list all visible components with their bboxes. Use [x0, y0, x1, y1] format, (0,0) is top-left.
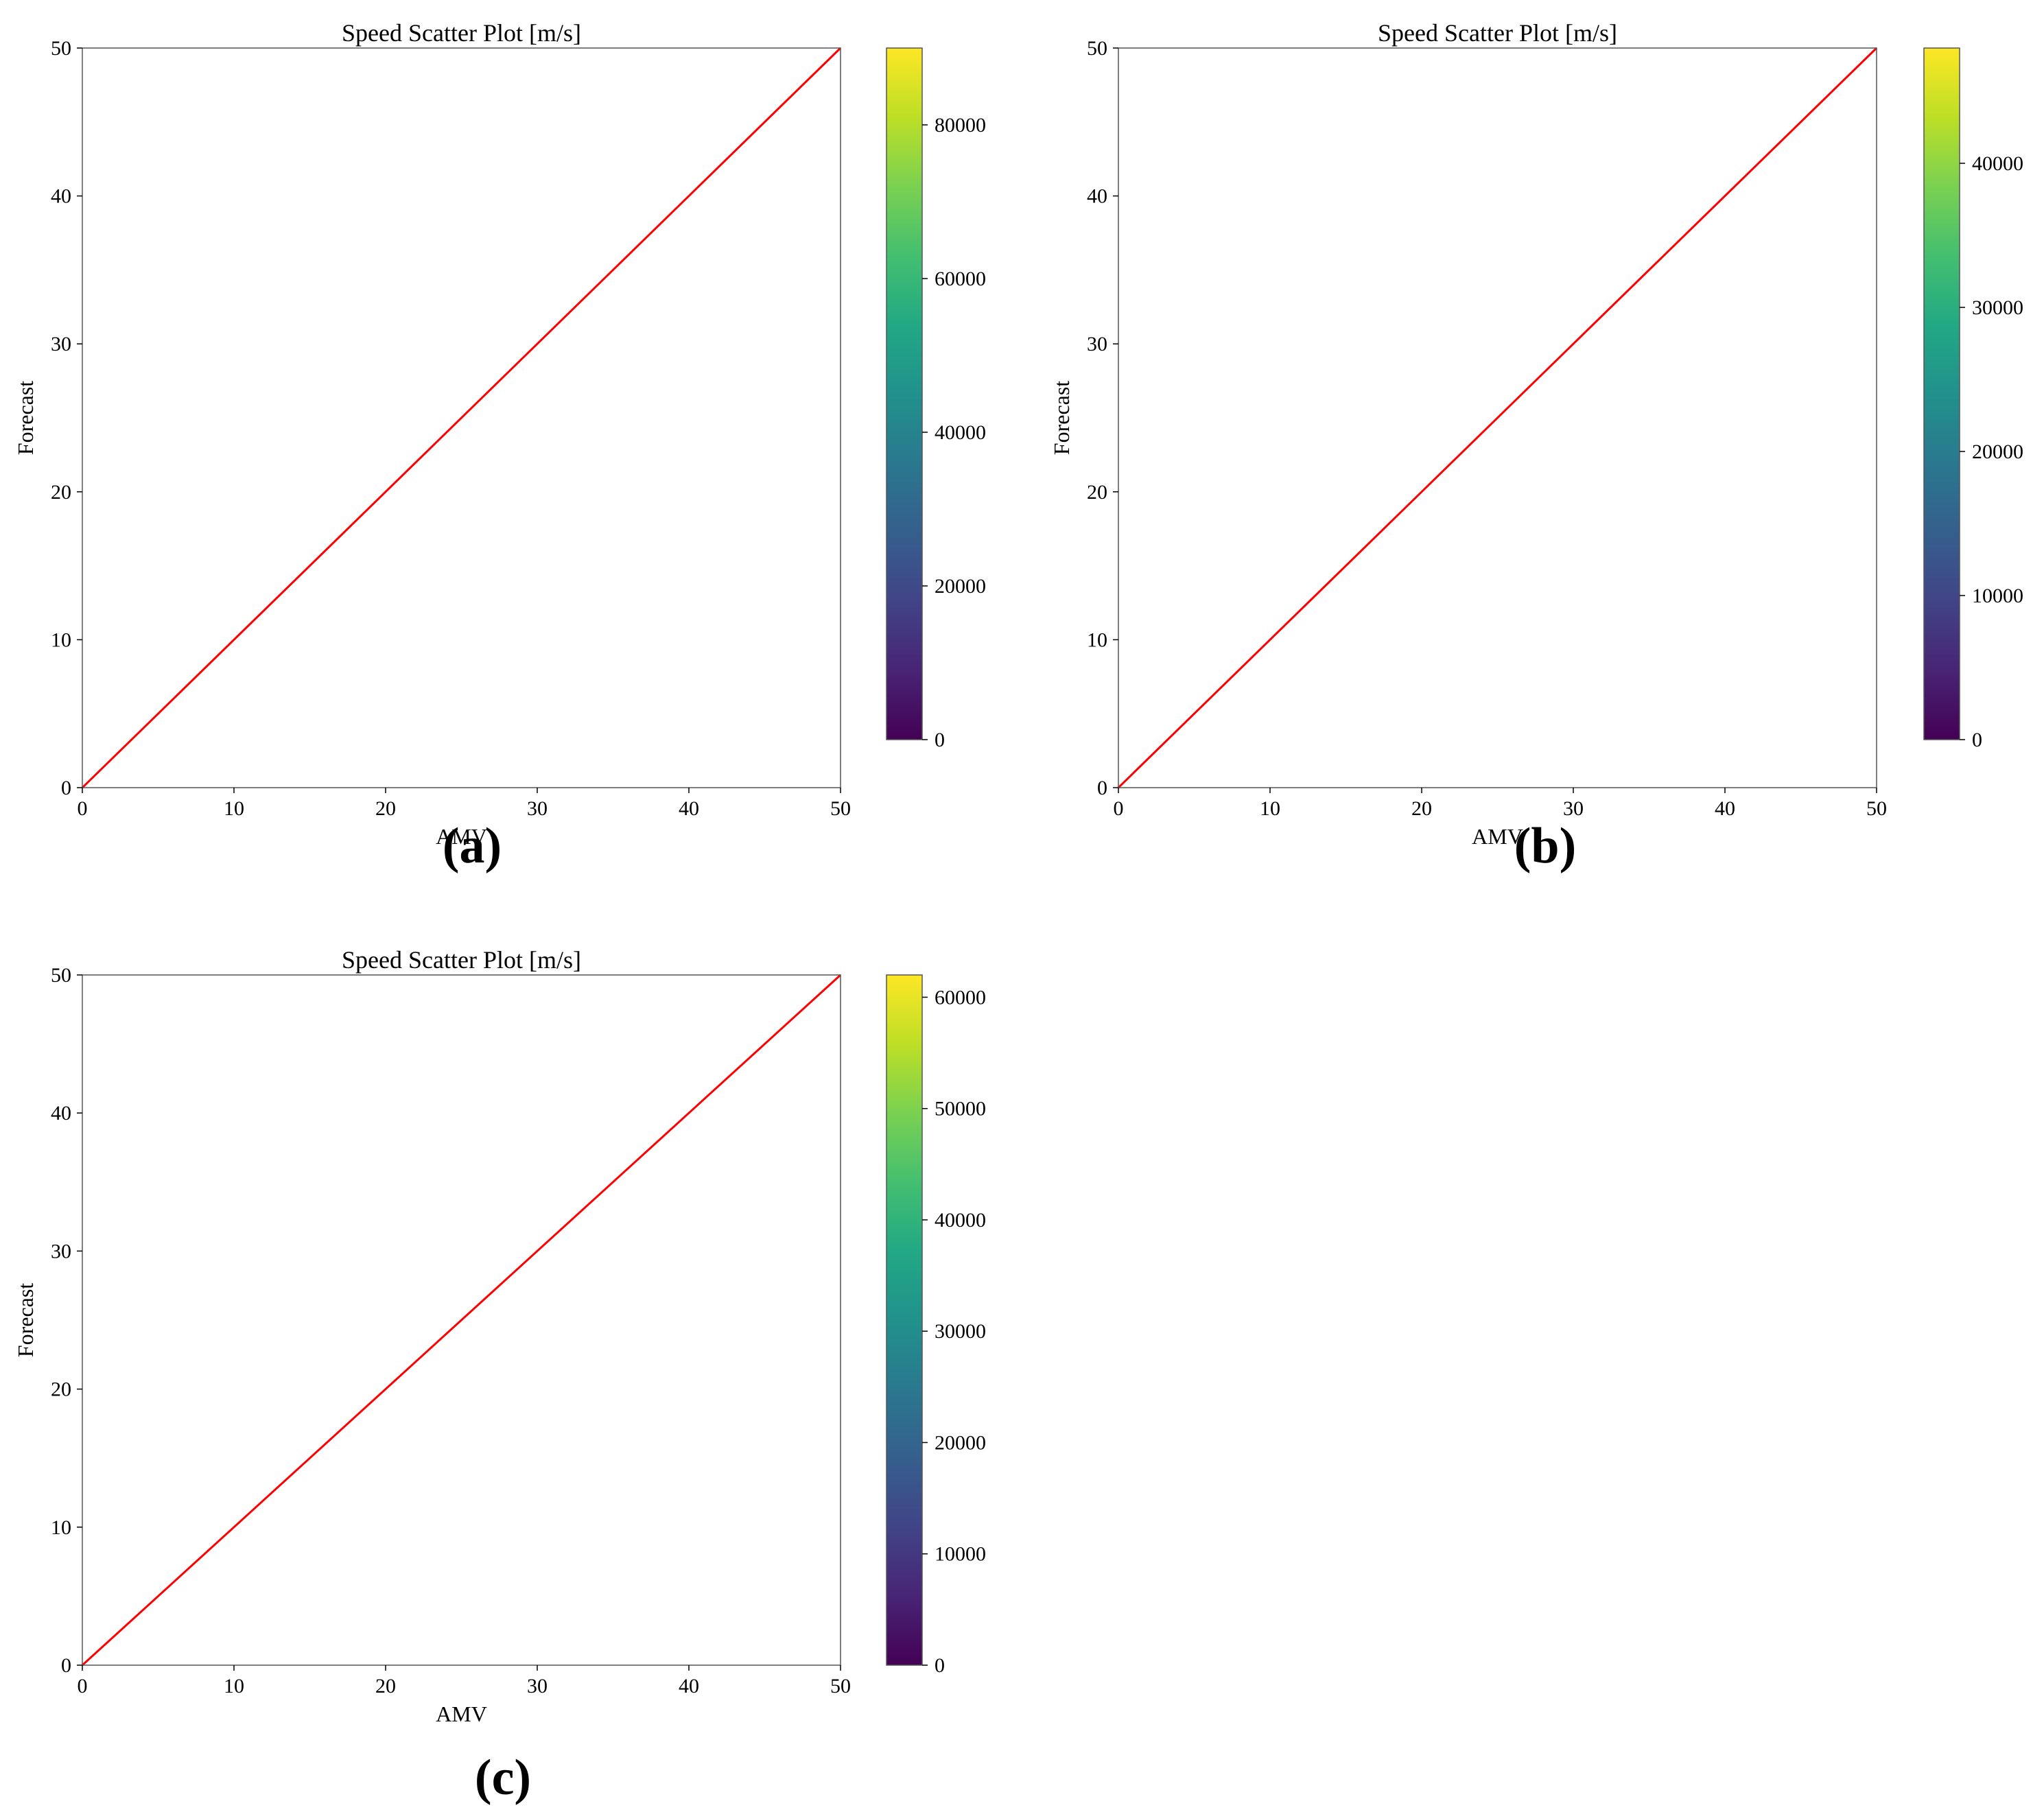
x-tick-label: 20	[375, 1675, 396, 1697]
x-tick-label: 20	[1411, 797, 1432, 820]
y-tick-label: 20	[51, 1378, 71, 1401]
y-tick-label: 10	[1087, 628, 1107, 651]
panel-label-b: (b)	[1514, 818, 1576, 874]
colorbar-tick-label: 0	[935, 1654, 945, 1677]
y-tick-label: 40	[1087, 185, 1107, 208]
colorbar-tick-label: 60000	[935, 986, 986, 1009]
y-tick-label: 50	[51, 964, 71, 987]
reference-line	[81, 47, 842, 789]
y-tick-label: 50	[1087, 37, 1107, 60]
chart-title: Speed Scatter Plot [m/s]	[1378, 19, 1617, 47]
x-tick-label: 50	[1866, 797, 1887, 820]
x-axis-label: AMV	[436, 824, 487, 849]
colorbar	[886, 974, 923, 1666]
colorbar	[1923, 47, 1960, 740]
colorbar-tick-label: 60000	[935, 268, 986, 290]
x-tick-label: 40	[1715, 797, 1735, 820]
x-tick-label: 30	[1563, 797, 1584, 820]
x-tick-label: 0	[1114, 797, 1124, 820]
y-tick-label: 0	[61, 1654, 71, 1677]
x-tick-label: 50	[830, 1675, 851, 1697]
colorbar-tick-label: 20000	[935, 1431, 986, 1454]
colorbar-tick-label: 20000	[1972, 440, 2023, 463]
colorbar-tick-label: 20000	[935, 575, 986, 598]
x-tick-label: 10	[1260, 797, 1280, 820]
x-tick-label: 0	[78, 797, 88, 820]
colorbar-tick-label: 50000	[935, 1098, 986, 1120]
x-tick-label: 30	[527, 1675, 548, 1697]
reference-line	[81, 974, 842, 1667]
chart-title: Speed Scatter Plot [m/s]	[342, 19, 581, 47]
x-tick-label: 30	[527, 797, 548, 820]
colorbar-tick-label: 10000	[935, 1543, 986, 1566]
x-axis-label: AMV	[1472, 824, 1523, 849]
x-tick-label: 40	[679, 1675, 699, 1697]
y-tick-label: 30	[51, 1240, 71, 1262]
y-tick-label: 40	[51, 185, 71, 208]
plot-frame	[82, 974, 841, 1666]
y-tick-label: 0	[61, 777, 71, 799]
colorbar-tick-label: 30000	[935, 1320, 986, 1343]
y-tick-label: 50	[51, 37, 71, 60]
x-tick-label: 50	[830, 797, 851, 820]
y-tick-label: 30	[1087, 333, 1107, 355]
y-tick-label: 20	[1087, 481, 1107, 504]
y-tick-label: 10	[51, 628, 71, 651]
y-tick-label: 10	[51, 1516, 71, 1539]
colorbar	[886, 47, 923, 740]
panel-label-a: (a)	[443, 818, 502, 874]
plot-frame	[82, 47, 841, 788]
x-tick-label: 40	[679, 797, 699, 820]
colorbar-tick-label: 30000	[1972, 296, 2023, 319]
panel-label-c: (c)	[475, 1750, 531, 1806]
y-tick-label: 20	[51, 481, 71, 504]
plot-frame	[1118, 47, 1877, 788]
y-tick-label: 40	[51, 1102, 71, 1125]
colorbar-tick-label: 80000	[935, 114, 986, 137]
x-tick-label: 10	[224, 1675, 244, 1697]
y-axis-label: Forecast	[1049, 381, 1074, 456]
panel-b: 0 10 20 30 40 50 0 10 20 30 40 50 Speed Scatter Plot…	[1049, 19, 2023, 849]
panel-c: 0 10 20 30 40 50 0 10 20 30 40 50 Speed Scatter Plot…	[13, 946, 986, 1726]
y-axis-label: Forecast	[13, 1283, 38, 1358]
colorbar-tick-label: 10000	[1972, 585, 2023, 607]
chart-title: Speed Scatter Plot [m/s]	[342, 946, 581, 974]
colorbar-tick-label: 40000	[935, 421, 986, 444]
x-axis-label: AMV	[436, 1702, 487, 1726]
reference-line	[1117, 47, 1878, 789]
colorbar-tick-label: 0	[1972, 729, 1982, 751]
x-tick-label: 20	[375, 797, 396, 820]
x-tick-label: 0	[78, 1675, 88, 1697]
panel-a: 0 10 20 30 40 50 0 10 20 30 40 50 Speed Scatter Plot…	[13, 19, 986, 849]
colorbar-tick-label: 40000	[935, 1209, 986, 1232]
colorbar-tick-label: 40000	[1972, 152, 2023, 175]
y-axis-label: Forecast	[13, 381, 38, 456]
x-tick-label: 10	[224, 797, 244, 820]
y-tick-label: 0	[1097, 777, 1107, 799]
colorbar-tick-label: 0	[935, 729, 945, 751]
y-tick-label: 30	[51, 333, 71, 355]
